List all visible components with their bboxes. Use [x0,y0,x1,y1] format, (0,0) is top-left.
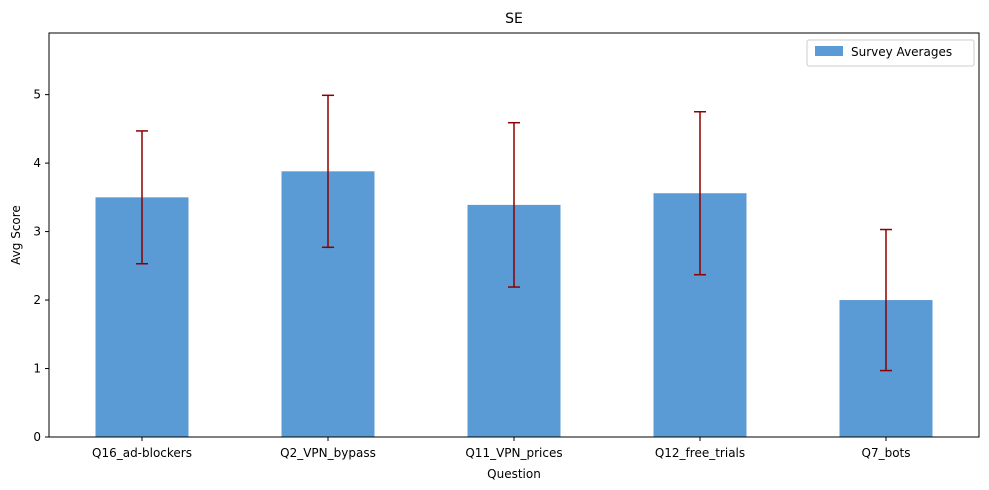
y-tick-label: 2 [33,293,41,307]
x-tick-label: Q2_VPN_bypass [280,446,376,460]
y-tick-label: 1 [33,362,41,376]
x-tick-label: Q7_bots [862,446,911,460]
legend-label: Survey Averages [851,45,952,59]
y-axis-label: Avg Score [9,205,23,265]
x-axis: Q16_ad-blockers Q2_VPN_bypass Q11_VPN_pric… [92,437,911,460]
error-bar-Q7_bots [880,228,892,372]
x-tick-label: Q16_ad-blockers [92,446,192,460]
legend-swatch [815,46,843,56]
x-axis-label: Question [487,467,541,481]
y-tick-label: 4 [33,156,41,170]
error-bar-Q16_ad-blockers [136,130,148,265]
x-tick-label: Q11_VPN_prices [465,446,562,460]
plot-area [95,94,933,437]
error-bar-Q11_VPN_prices [508,121,520,288]
y-tick-label: 3 [33,225,41,239]
error-bar-Q2_VPN_bypass [322,94,334,249]
chart-title: SE [505,11,523,27]
y-tick-label: 0 [33,430,41,444]
legend-box [806,39,975,67]
legend: Survey Averages [806,39,975,67]
y-axis: 0 1 2 3 4 5 [33,88,49,444]
x-tick-label: Q12_free_trials [655,446,745,460]
y-tick-label: 5 [33,88,41,102]
error-bar-Q12_free_trials [694,110,706,276]
